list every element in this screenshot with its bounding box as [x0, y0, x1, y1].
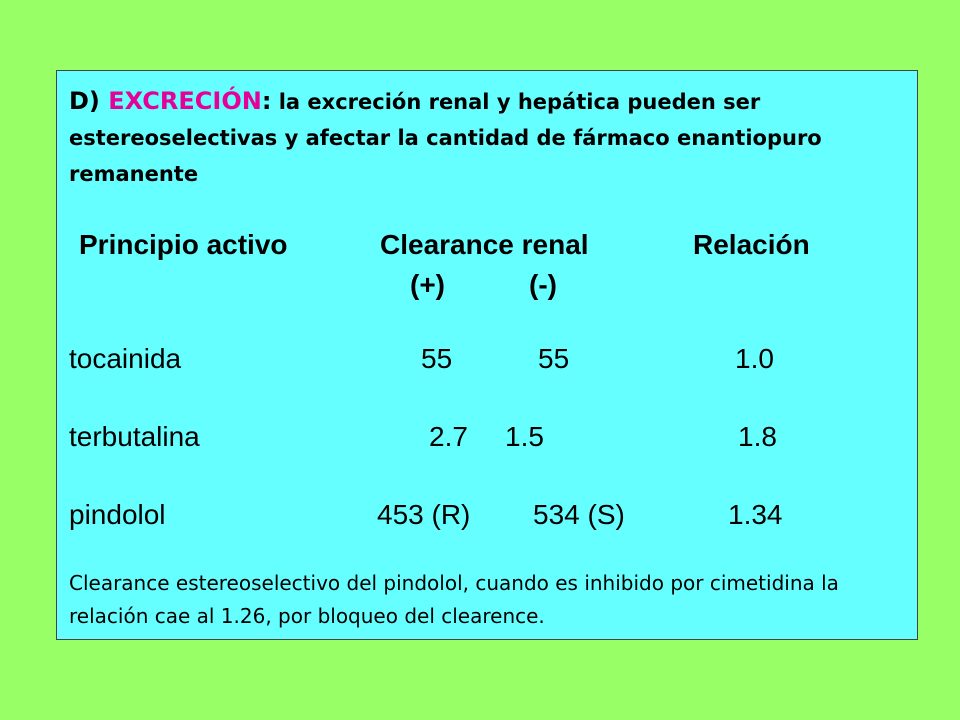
row-plus-value: 453 (R): [377, 499, 471, 530]
row-ratio-value: 1.8: [738, 421, 777, 452]
intro-text: la excreción renal y hepática pueden ser…: [69, 90, 822, 186]
header-principle: Principio activo: [79, 229, 288, 260]
header-plus: (+): [410, 269, 445, 300]
row-minus-value: 55: [538, 343, 570, 374]
row-plus-value: 2.7: [429, 421, 468, 452]
row-minus-value: 534 (S): [533, 499, 625, 530]
row-name: pindolol: [69, 499, 166, 530]
row-name: tocainida: [69, 343, 182, 374]
intro-prefix: D): [69, 87, 109, 115]
header-clearance: Clearance renal: [380, 229, 589, 260]
row-ratio-value: 1.34: [728, 499, 783, 530]
intro-colon: :: [261, 87, 272, 115]
header-ratio: Relación: [693, 229, 810, 260]
intro-paragraph: D) EXCRECIÓN: la excreción renal y hepát…: [69, 83, 899, 192]
header-minus: (-): [529, 269, 557, 300]
row-name: terbutalina: [69, 421, 200, 452]
row-minus-value: 1.5: [505, 421, 544, 452]
footnote-text: Clearance estereoselectivo del pindolol,…: [69, 571, 839, 628]
row-plus-value: 55: [421, 343, 453, 374]
intro-keyword: EXCRECIÓN: [108, 87, 262, 115]
row-ratio-value: 1.0: [735, 343, 774, 374]
slide-content-box: D) EXCRECIÓN: la excreción renal y hepát…: [56, 70, 918, 640]
